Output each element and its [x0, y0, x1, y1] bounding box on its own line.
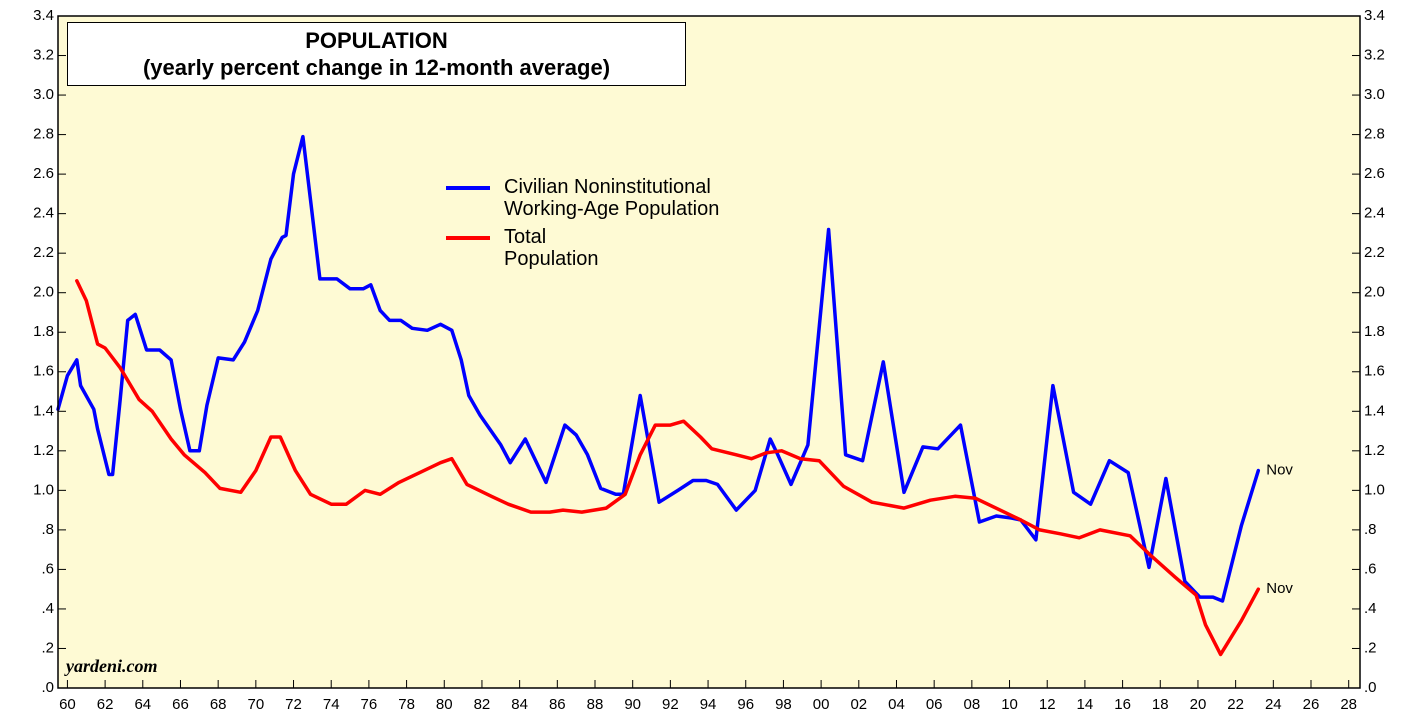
y-tick-label: 2.8: [33, 126, 54, 143]
y-tick-label-right: .4: [1364, 600, 1377, 617]
legend-entry: Total Population: [446, 226, 599, 270]
y-tick-label-right: 2.6: [1364, 165, 1385, 182]
y-tick-label-right: 1.0: [1364, 481, 1385, 498]
plot-area: [58, 16, 1360, 688]
x-tick-label: 80: [436, 696, 453, 713]
x-tick-label: 28: [1340, 696, 1357, 713]
y-tick-label: 1.0: [33, 481, 54, 498]
end-label: Nov: [1266, 580, 1293, 597]
y-tick-label-right: 3.0: [1364, 86, 1385, 103]
x-tick-label: 66: [172, 696, 189, 713]
series-line: [75, 279, 1261, 657]
x-tick-label: 06: [926, 696, 943, 713]
y-tick-label: .2: [41, 639, 54, 656]
y-tick-label: 3.2: [33, 46, 54, 63]
y-tick-label-right: 1.2: [1364, 442, 1385, 459]
y-tick-label-right: 2.8: [1364, 126, 1385, 143]
title-box: POPULATION (yearly percent change in 12-…: [67, 22, 686, 86]
x-tick-label: 70: [247, 696, 264, 713]
y-tick-label-right: 3.2: [1364, 46, 1385, 63]
plot-frame: [57, 15, 1361, 689]
end-label: Nov: [1266, 462, 1293, 479]
y-tick-label-right: 1.4: [1364, 402, 1385, 419]
x-tick-label: 98: [775, 696, 792, 713]
x-tick-label: 94: [700, 696, 717, 713]
y-tick-label-right: 3.4: [1364, 7, 1385, 24]
y-tick-label: 2.0: [33, 284, 54, 301]
source: yardeni.com: [66, 656, 158, 676]
x-tick-label: 72: [285, 696, 302, 713]
x-tick-label: 74: [323, 696, 340, 713]
x-tick-label: 12: [1039, 696, 1056, 713]
x-tick-label: 96: [737, 696, 754, 713]
y-tick-label: 1.8: [33, 323, 54, 340]
x-tick-label: 84: [511, 696, 528, 713]
y-tick-label: 2.6: [33, 165, 54, 182]
legend-swatch: [446, 236, 490, 240]
y-tick-label: .8: [41, 521, 54, 538]
x-tick-label: 60: [59, 696, 76, 713]
chart-subtitle: (yearly percent change in 12-month avera…: [142, 55, 611, 80]
x-tick-label: 22: [1227, 696, 1244, 713]
x-tick-label: 04: [888, 696, 905, 713]
y-tick-label: 1.6: [33, 363, 54, 380]
x-tick-label: 02: [850, 696, 867, 713]
legend-label: Civilian Noninstitutional Working-Age Po…: [504, 176, 720, 220]
x-tick-label: 86: [549, 696, 566, 713]
x-tick-label: 20: [1190, 696, 1207, 713]
x-tick-label: 88: [587, 696, 604, 713]
x-tick-label: 90: [624, 696, 641, 713]
x-tick-label: 08: [964, 696, 981, 713]
y-tick-label: 1.2: [33, 442, 54, 459]
y-tick-label: .0: [41, 679, 54, 696]
y-tick-label: 3.4: [33, 7, 54, 24]
x-tick-label: 24: [1265, 696, 1282, 713]
x-tick-label: 14: [1077, 696, 1094, 713]
y-tick-label-right: .0: [1364, 679, 1377, 696]
y-tick-label: .6: [41, 560, 54, 577]
legend-label: Total Population: [504, 226, 599, 270]
y-tick-label: 1.4: [33, 402, 54, 419]
x-tick-label: 64: [134, 696, 151, 713]
x-tick-label: 62: [97, 696, 114, 713]
x-tick-label: 18: [1152, 696, 1169, 713]
x-tick-label: 76: [361, 696, 378, 713]
y-tick-label: 3.0: [33, 86, 54, 103]
x-tick-label: 00: [813, 696, 830, 713]
y-tick-label-right: .8: [1364, 521, 1377, 538]
y-tick-label: .4: [41, 600, 54, 617]
y-tick-label-right: .6: [1364, 560, 1377, 577]
x-tick-label: 26: [1303, 696, 1320, 713]
series-line: [56, 134, 1261, 603]
x-tick-label: 16: [1114, 696, 1131, 713]
y-tick-label: 2.4: [33, 205, 54, 222]
x-tick-label: 92: [662, 696, 679, 713]
y-tick-label-right: 1.6: [1364, 363, 1385, 380]
y-tick-label-right: 1.8: [1364, 323, 1385, 340]
x-tick-label: 78: [398, 696, 415, 713]
legend-entry: Civilian Noninstitutional Working-Age Po…: [446, 176, 754, 220]
x-tick-label: 82: [474, 696, 491, 713]
y-tick-label-right: 2.0: [1364, 284, 1385, 301]
legend-swatch: [446, 186, 490, 190]
y-tick-label-right: .2: [1364, 639, 1377, 656]
y-tick-label-right: 2.4: [1364, 205, 1385, 222]
y-tick-label: 2.2: [33, 244, 54, 261]
y-tick-label-right: 2.2: [1364, 244, 1385, 261]
x-tick-label: 10: [1001, 696, 1018, 713]
chart-title: POPULATION: [305, 28, 448, 53]
x-tick-label: 68: [210, 696, 227, 713]
legend: Civilian Noninstitutional Working-Age Po…: [446, 176, 754, 276]
